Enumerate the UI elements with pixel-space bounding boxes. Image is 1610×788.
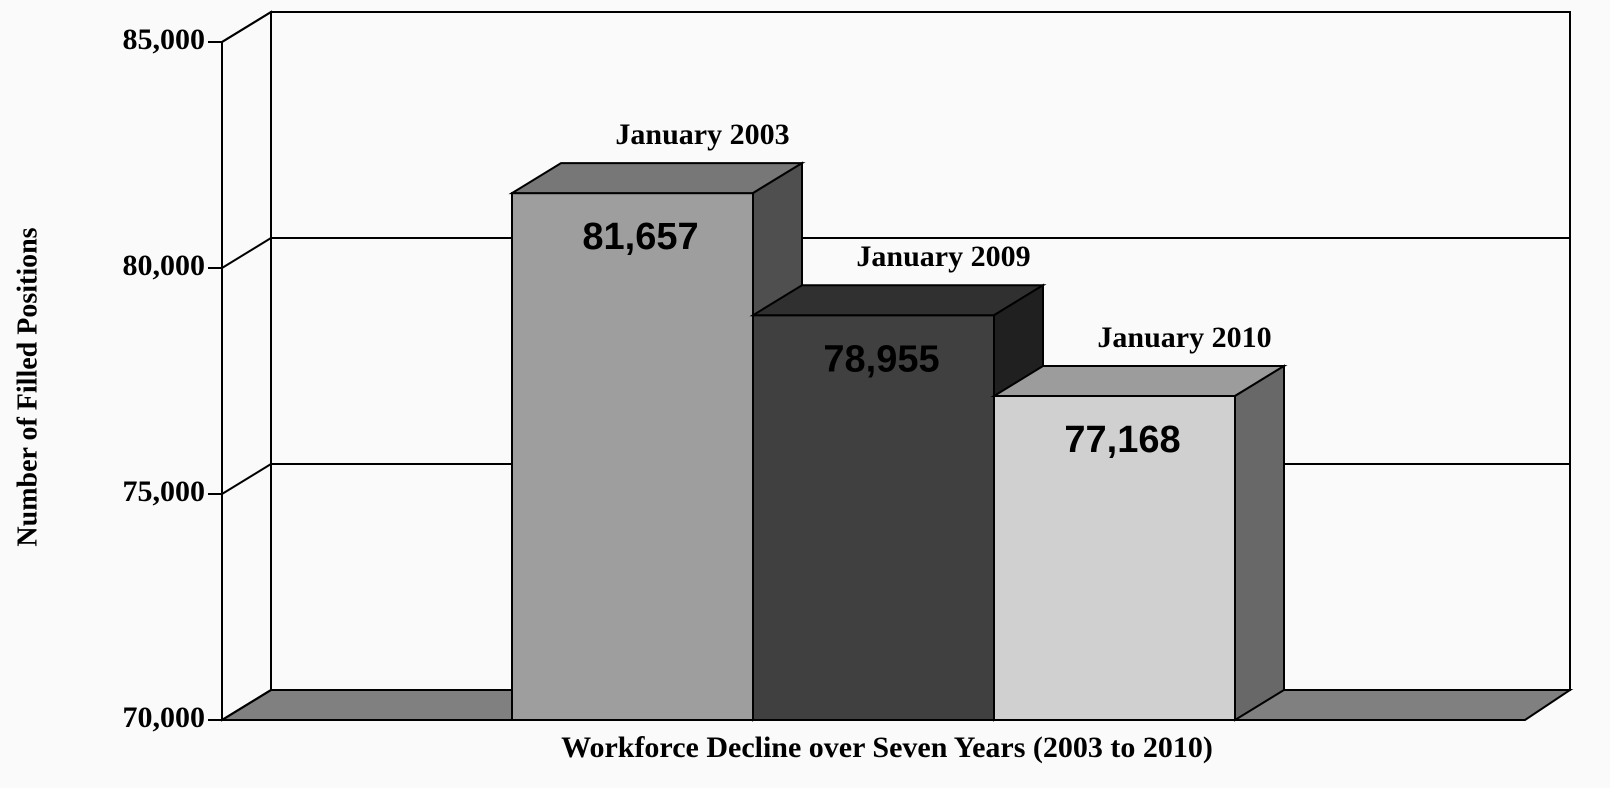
value-label: 81,657 [582,216,698,258]
y-axis-label: Number of Filled Positions [12,227,43,546]
y-tick-label: 80,000 [123,249,206,282]
category-label: January 2009 [856,240,1030,273]
bar [752,314,995,721]
y-tick-label: 75,000 [123,475,206,508]
x-axis-label: Workforce Decline over Seven Years (2003… [561,731,1213,764]
tick-diagonal [221,237,272,269]
bar-side [1234,364,1285,722]
bar [511,192,754,722]
tick-diagonal [221,463,272,495]
value-label: 77,168 [1064,419,1180,461]
tick-diagonal [221,11,272,43]
y-tick-label: 85,000 [123,23,206,56]
side-wall [221,10,272,722]
category-label: January 2003 [615,118,789,151]
y-tick-label: 70,000 [123,701,206,734]
tick-diagonal [221,689,272,721]
value-label: 78,955 [823,338,939,380]
category-label: January 2010 [1097,321,1271,354]
